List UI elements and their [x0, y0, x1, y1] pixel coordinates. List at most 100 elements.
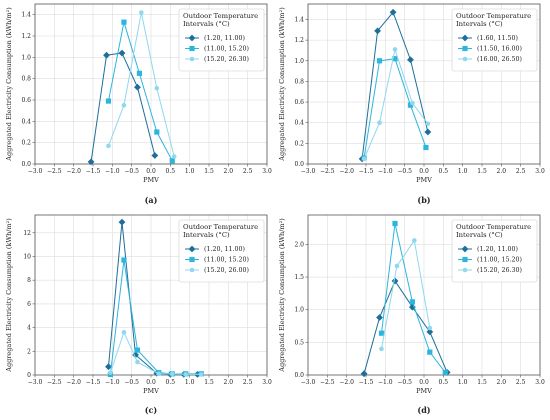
y-tick-label: 0	[27, 372, 31, 379]
x-tick-label: 1.0	[458, 168, 468, 175]
data-point	[427, 349, 433, 355]
data-point	[151, 152, 159, 159]
x-tick-label: −2.0	[339, 379, 354, 386]
y-tick-label: 1.2	[21, 33, 31, 40]
legend-entry: (11.00, 15.20)	[477, 257, 522, 264]
x-tick-label: −1.0	[378, 379, 393, 386]
x-tick-label: −3.0	[301, 379, 316, 386]
data-point	[103, 51, 110, 59]
data-point	[136, 70, 142, 76]
legend-marker	[462, 256, 468, 263]
legend-entry: (11.00, 15.20)	[204, 46, 249, 53]
legend-marker	[188, 245, 196, 253]
x-tick-label: 0.0	[419, 168, 429, 175]
data-point	[154, 85, 160, 91]
data-point	[108, 370, 113, 375]
legend-marker	[188, 34, 196, 42]
panel-label: (c)	[145, 405, 158, 415]
data-point	[169, 158, 175, 164]
data-point	[427, 325, 433, 331]
data-point	[121, 19, 127, 25]
chart-panel-0: −3.0 −2.5 −2.0 −1.5 −1.0 −0.5 0.0 0.5 1.0 1.5 2.0 2…	[5, 3, 272, 205]
y-tick-label: 1.2	[294, 37, 304, 44]
legend-title: Outdoor Temperature	[183, 223, 258, 231]
x-axis-label: PMV	[416, 176, 432, 184]
data-point	[171, 154, 177, 159]
x-tick-label: 0.5	[166, 379, 176, 386]
chart-panel-3: −3.0 −2.5 −2.0 −1.5 −1.0 −0.5 0.0 0.5 1.0 1.5 2.0 2…	[278, 214, 545, 415]
data-point	[183, 372, 189, 377]
data-point	[376, 58, 383, 64]
y-tick-label: 0.2	[294, 140, 304, 147]
data-point	[361, 156, 367, 162]
x-tick-label: 1.0	[458, 379, 468, 386]
y-axis-label: Aggregated Electricity Consumption (kWh/…	[278, 7, 286, 162]
data-point	[377, 120, 382, 126]
x-tick-label: −2.5	[47, 379, 62, 386]
x-tick-label: −2.5	[47, 168, 62, 175]
legend-box	[451, 219, 538, 283]
data-point	[442, 369, 448, 375]
data-point	[121, 257, 127, 263]
chart-panel-1: −3.0 −2.5 −2.0 −1.5 −1.0 −0.5 0.0 0.5 1.0 1.5 2.0 2…	[278, 3, 545, 205]
data-point	[376, 314, 383, 321]
data-point	[394, 263, 400, 269]
legend-entry: (16.00, 26.50)	[477, 56, 522, 63]
chart-panel-2: −3.0 −2.5 −2.0 −1.5 −1.0 −0.5 0.0 0.5 1.0 1.5 2.0 2…	[5, 214, 272, 415]
y-tick-label: 0.4	[21, 118, 31, 125]
y-tick-label: 2.0	[294, 241, 304, 248]
y-tick-label: 1.0	[294, 58, 304, 65]
x-axis-label: PMV	[143, 176, 159, 184]
y-tick-label: 0.6	[21, 97, 31, 104]
x-tick-label: 2.0	[224, 379, 234, 386]
legend-box	[451, 8, 538, 72]
y-tick-label: 0.4	[294, 120, 304, 127]
data-point	[374, 27, 381, 35]
plot-frame	[307, 3, 541, 165]
x-tick-label: 2.0	[224, 168, 234, 175]
data-point	[118, 49, 126, 57]
data-point	[135, 359, 140, 365]
legend-marker	[189, 45, 195, 52]
x-tick-label: 0.0	[146, 379, 156, 386]
x-tick-label: 2.5	[516, 168, 526, 175]
data-point	[360, 370, 368, 378]
x-tick-label: 2.5	[243, 168, 253, 175]
data-point	[134, 83, 141, 91]
x-axis-label: PMV	[143, 387, 159, 395]
data-point	[378, 330, 385, 336]
y-tick-label: 1.4	[21, 12, 31, 19]
x-tick-label: 2.0	[497, 168, 507, 175]
x-tick-label: 0.5	[166, 168, 176, 175]
data-point	[156, 371, 162, 377]
y-axis-label: Aggregated Electricity Consumption (kWh/…	[5, 218, 13, 373]
y-tick-label: 1.0	[294, 307, 304, 314]
data-point	[392, 56, 398, 62]
legend-box	[178, 219, 265, 283]
y-tick-label: 0.8	[21, 76, 31, 83]
x-tick-label: 2.0	[497, 379, 507, 386]
data-point	[106, 143, 111, 149]
x-tick-label: −1.0	[378, 168, 393, 175]
legend-marker	[462, 45, 468, 52]
y-axis-label: Aggregated Electricity Consumption (kWh/…	[278, 218, 286, 373]
x-tick-label: −1.5	[86, 168, 101, 175]
legend-title: Intervals (°C)	[456, 231, 503, 239]
y-tick-label: 4	[27, 325, 31, 332]
x-tick-label: −2.5	[320, 168, 335, 175]
x-tick-label: 1.5	[204, 168, 214, 175]
y-tick-label: 1.0	[21, 54, 31, 61]
x-tick-label: −1.5	[359, 379, 374, 386]
x-tick-label: −0.5	[124, 168, 139, 175]
data-point	[425, 121, 431, 127]
legend-marker	[461, 245, 469, 253]
legend-title: Outdoor Temperature	[456, 12, 531, 20]
legend-entry: (15.20, 26.00)	[204, 267, 249, 274]
y-tick-label: 2	[27, 348, 31, 355]
x-tick-label: −3.0	[28, 379, 43, 386]
series-line-0	[363, 279, 448, 374]
data-point	[169, 371, 175, 377]
x-tick-label: −1.0	[105, 168, 120, 175]
data-point	[105, 98, 112, 104]
legend-box	[178, 8, 265, 72]
